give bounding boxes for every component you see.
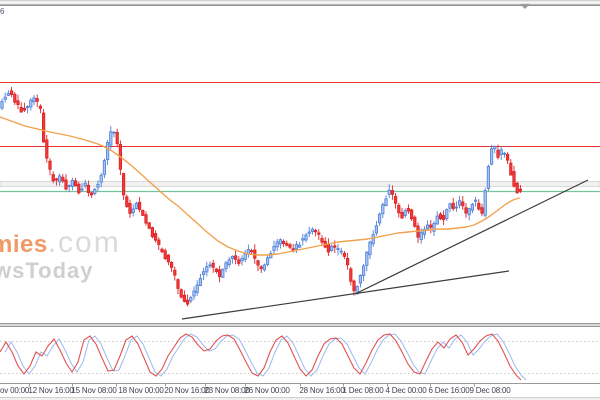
oscillator-signal-line <box>4 333 527 381</box>
time-axis-label: ov 00:00 <box>0 386 30 395</box>
trendline-2 <box>354 179 589 295</box>
time-axis-label: 4 Dec 00:00 <box>385 386 427 395</box>
clipped-label-fragment: 6 <box>0 7 5 16</box>
window-top-edge <box>0 0 600 6</box>
panel-separator <box>0 323 600 327</box>
time-axis-label: 1 Dec 08:00 <box>342 386 384 395</box>
time-axis-label: 9 Dec 08:00 <box>469 386 511 395</box>
time-axis-label: 15 Nov 08:00 <box>71 386 117 395</box>
time-axis-label: 26 Nov 00:00 <box>244 386 290 395</box>
oscillator-layer <box>0 333 600 381</box>
trendline-1 <box>181 270 510 320</box>
watermark-line2: wsToday <box>0 258 94 283</box>
watermark-domain: mies.com <box>0 228 121 258</box>
trendlines-layer <box>181 179 589 320</box>
time-axis-label: 28 Nov 16:00 <box>299 386 345 395</box>
chart-shift-marker-icon[interactable] <box>520 4 530 9</box>
gray-zone-line <box>0 181 600 187</box>
time-axis[interactable]: ov 00:00 12 Nov 16:00 15 Nov 08:00 18 Nov 0… <box>0 386 600 397</box>
watermark-accent-text: mies <box>0 231 48 258</box>
watermark-rest-text: .com <box>47 226 121 259</box>
time-axis-label: 6 Dec 16:00 <box>428 386 470 395</box>
levels-layer <box>0 82 600 193</box>
time-axis-scale <box>0 383 600 400</box>
time-axis-label: 18 Nov 00:00 <box>118 386 164 395</box>
oscillator-main-line <box>0 333 522 381</box>
time-axis-label: 23 Nov 08:00 <box>204 386 250 395</box>
time-axis-label: 20 Nov 16:00 <box>164 386 210 395</box>
time-axis-label: 12 Nov 16:00 <box>28 386 74 395</box>
ma-line <box>0 116 520 256</box>
candles-layer <box>0 86 523 307</box>
